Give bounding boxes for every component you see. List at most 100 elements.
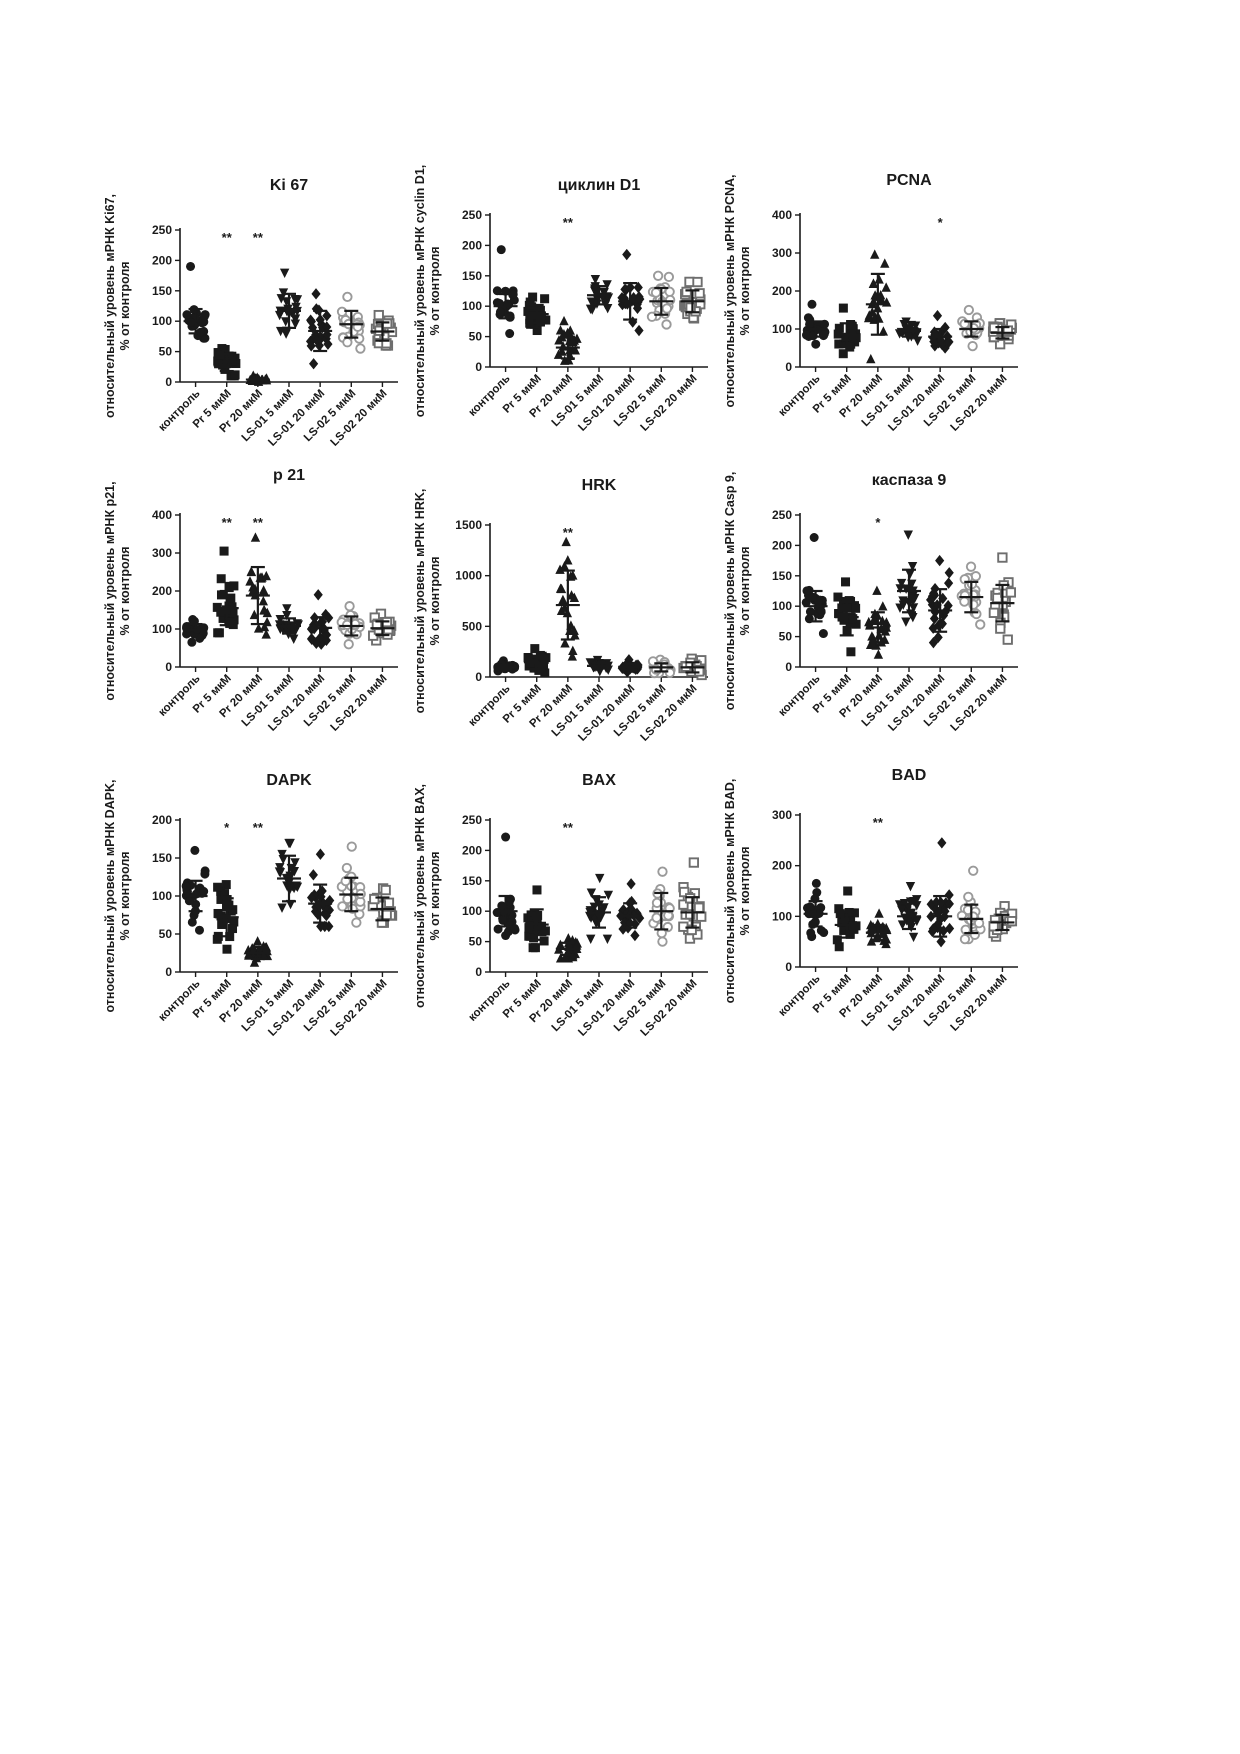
y-tick-label: 400 xyxy=(152,508,172,522)
data-point xyxy=(222,944,232,954)
data-point xyxy=(838,303,848,313)
y-axis-label: относительный уровень мРНК Casp 9, xyxy=(723,472,737,711)
data-point xyxy=(685,909,696,920)
y-tick-label: 0 xyxy=(785,960,792,974)
data-point xyxy=(905,882,916,892)
data-point xyxy=(835,909,845,919)
data-point xyxy=(323,338,333,350)
data-point xyxy=(245,576,255,586)
data-point xyxy=(289,634,299,644)
data-point xyxy=(929,335,939,348)
data-point xyxy=(874,908,884,918)
data-point xyxy=(275,326,286,337)
chart-title: Ki 67 xyxy=(270,177,308,194)
series-group xyxy=(305,288,333,370)
y-tick-label: 100 xyxy=(152,889,172,903)
data-point xyxy=(563,555,573,565)
data-point xyxy=(258,595,269,606)
data-point xyxy=(322,310,332,322)
data-point xyxy=(181,882,191,892)
data-point xyxy=(557,346,567,356)
x-tick-label: LS-02 20 мкМ xyxy=(638,373,699,434)
chart-panel: HRK относительный уровень мРНК HRK,% от к… xyxy=(410,465,770,795)
data-point xyxy=(929,612,940,625)
data-point xyxy=(819,928,829,938)
data-point xyxy=(199,311,209,321)
data-point xyxy=(567,651,577,661)
data-point xyxy=(380,884,391,896)
data-point xyxy=(597,906,608,916)
data-point xyxy=(811,339,821,349)
y-axis-label: относительный уровень мРНК HRK, xyxy=(413,489,427,714)
series-group xyxy=(956,561,986,630)
data-point xyxy=(186,318,196,328)
data-point xyxy=(290,314,301,324)
chart-title: p 21 xyxy=(273,467,305,484)
y-tick-label: 150 xyxy=(462,874,482,888)
data-point xyxy=(230,370,240,380)
data-point xyxy=(306,340,316,352)
data-point xyxy=(661,319,672,330)
data-point xyxy=(200,869,210,879)
chart-panel: PCNA относительный уровень мРНК PCNA,% от… xyxy=(720,155,1080,485)
data-point xyxy=(867,307,877,317)
y-tick-label: 50 xyxy=(159,927,173,941)
data-point xyxy=(806,928,816,938)
data-point xyxy=(261,629,271,639)
data-point xyxy=(681,286,692,298)
data-point xyxy=(696,911,707,922)
data-point xyxy=(970,571,982,582)
data-point xyxy=(213,882,223,892)
data-point xyxy=(963,891,974,902)
y-tick-label: 250 xyxy=(152,223,172,237)
significance-marker: ** xyxy=(563,525,574,540)
data-point xyxy=(841,577,851,587)
data-point xyxy=(355,343,366,354)
chart-panel: каспаза 9 относительный уровень мРНК Casp… xyxy=(720,455,1080,785)
data-point xyxy=(321,909,331,922)
data-point xyxy=(901,617,911,627)
data-point xyxy=(258,585,269,595)
data-point xyxy=(586,888,597,898)
y-tick-label: 100 xyxy=(152,314,172,328)
data-point xyxy=(678,899,689,910)
chart-title: HRK xyxy=(582,477,617,494)
data-point xyxy=(651,897,663,909)
data-point xyxy=(566,590,577,600)
data-point xyxy=(664,294,676,306)
data-point xyxy=(190,845,200,855)
data-point xyxy=(186,261,196,271)
data-point xyxy=(532,885,542,895)
y-tick-label: 300 xyxy=(772,808,792,822)
chart-svg: циклин D1 относительный уровень мРНК cycl… xyxy=(413,165,708,434)
data-point xyxy=(199,886,209,896)
data-point xyxy=(290,295,300,305)
chart-svg: HRK относительный уровень мРНК HRK,% от к… xyxy=(413,477,708,744)
data-point xyxy=(863,312,874,323)
y-tick-label: 100 xyxy=(772,322,792,336)
data-point xyxy=(525,297,535,307)
data-point xyxy=(940,321,950,334)
data-point xyxy=(285,838,295,849)
y-tick-label: 250 xyxy=(462,813,482,827)
data-point xyxy=(346,841,357,852)
y-tick-label: 200 xyxy=(152,813,172,827)
data-point xyxy=(873,649,884,659)
data-point xyxy=(881,617,892,627)
data-point xyxy=(833,592,843,602)
y-axis-label: относительный уровень мРНК BAD, xyxy=(723,779,737,1004)
x-tick-label: LS-02 20 мкМ xyxy=(638,683,699,744)
data-point xyxy=(651,912,662,923)
y-tick-label: 200 xyxy=(772,859,792,873)
data-point xyxy=(560,951,571,962)
data-point xyxy=(539,936,549,946)
data-point xyxy=(988,607,1000,618)
series-group xyxy=(492,245,519,339)
data-point xyxy=(968,865,979,876)
chart-panel: BAX относительный уровень мРНК BAX,% от к… xyxy=(410,760,770,1090)
chart-panel: Ki 67 относительный уровень мРНК Ki67,% о… xyxy=(100,170,460,500)
data-point xyxy=(337,901,348,912)
data-point xyxy=(944,898,954,910)
significance-marker: ** xyxy=(563,215,574,230)
